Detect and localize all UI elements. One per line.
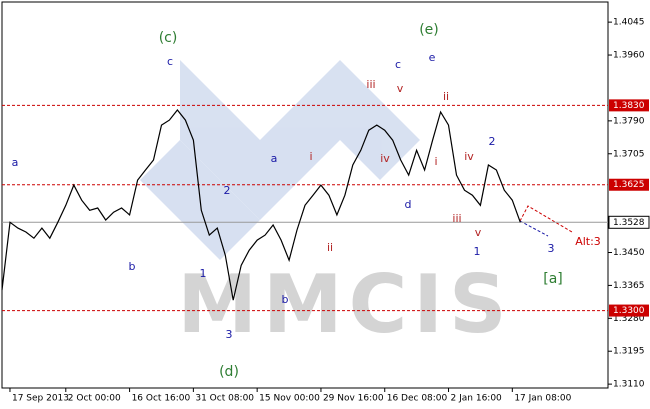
current-price-box <box>608 215 650 229</box>
y-tick-label: 1.3110 <box>613 380 645 390</box>
x-tick-label: 31 Oct 08:00 <box>195 394 254 404</box>
x-tick-label: 16 Oct 16:00 <box>132 394 191 404</box>
wave-label: iv <box>464 150 474 163</box>
wave-label: c <box>167 55 173 68</box>
alt-forecast-line <box>519 205 573 233</box>
wave-label: ii <box>443 90 449 103</box>
x-tick-label: 16 Dec 08:00 <box>387 394 448 404</box>
price-line <box>1 109 521 301</box>
wave-label: ii <box>327 241 333 254</box>
wave-label: e <box>429 51 436 64</box>
wave-label: c <box>395 58 401 71</box>
wave-label: (e) <box>419 22 439 38</box>
level-label: 1.3830 <box>613 101 645 111</box>
level-label: 1.3300 <box>613 306 645 316</box>
y-tick-label: 1.4045 <box>613 18 645 28</box>
wave-label: a <box>271 152 278 165</box>
wave-label: iii <box>366 78 375 91</box>
plot-frame <box>1 1 609 389</box>
level-label-box <box>609 99 649 112</box>
y-tick-label: 1.3705 <box>613 149 645 159</box>
y-tick-label: 1.3960 <box>613 51 645 61</box>
y-tick-label: 1.3450 <box>613 248 645 258</box>
wave-label: iv <box>380 152 390 165</box>
wave-label: b <box>282 293 289 306</box>
wave-label: 3 <box>226 328 233 341</box>
level-label-box <box>609 178 649 191</box>
wave-label: i <box>309 150 312 163</box>
x-tick-label: 2 Oct 00:00 <box>68 394 121 404</box>
wave-label: (c) <box>159 30 178 46</box>
wave-label: a <box>12 156 19 169</box>
wave-label: v <box>475 226 482 239</box>
wave-label: 2 <box>224 184 231 197</box>
wave-label: 1 <box>474 245 481 258</box>
wave-label: 1 <box>200 267 207 280</box>
level-label-box <box>609 304 649 317</box>
wave-label: iii <box>452 212 461 225</box>
current-price-label: 1.3528 <box>613 218 645 228</box>
wave-label: 3 <box>548 242 555 255</box>
x-tick-label: 15 Nov 00:00 <box>259 394 320 404</box>
wave-label: i <box>434 155 437 168</box>
wave-label: 2 <box>489 135 496 148</box>
x-tick-label: 17 Sep 2013 <box>12 394 69 404</box>
x-tick-label: 17 Jan 08:00 <box>514 394 571 404</box>
wave-label: b <box>129 260 136 273</box>
y-tick-label: 1.3790 <box>613 116 645 126</box>
wave-label: (d) <box>219 364 239 380</box>
x-tick-label: 2 Jan 16:00 <box>451 394 503 404</box>
y-tick-label: 1.3195 <box>613 347 645 357</box>
wave-label: v <box>397 82 404 95</box>
wave-label: d <box>405 198 412 211</box>
x-tick-label: 29 Nov 16:00 <box>323 394 384 404</box>
wave-label: Alt:3 <box>575 235 601 248</box>
y-tick-label: 1.3365 <box>613 281 645 291</box>
watermark-text: MMCIS <box>177 258 512 351</box>
forecast-line <box>519 220 549 237</box>
y-tick-label: 1.3280 <box>613 314 645 324</box>
wave-label: [a] <box>543 271 563 287</box>
level-label: 1.3625 <box>613 180 645 190</box>
